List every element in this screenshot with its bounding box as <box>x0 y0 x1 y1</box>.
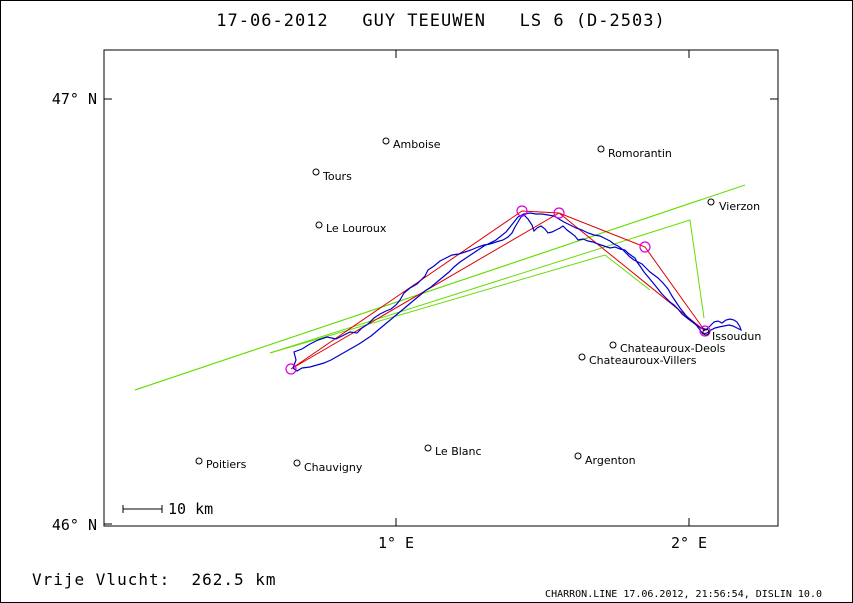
town-marker <box>574 452 582 460</box>
town-marker <box>578 353 586 361</box>
flight-distance-label: Vrije Vlucht: 262.5 km <box>32 570 277 589</box>
turnpoint-1 <box>516 205 528 217</box>
town-argenton: Argenton <box>574 452 636 467</box>
town-label: Le Blanc <box>435 445 482 458</box>
task-polyline <box>290 210 706 370</box>
town-romorantin: Romorantin <box>597 145 672 160</box>
town-chateauroux-villers: Chateauroux-Villers <box>578 353 697 367</box>
town-label: Poitiers <box>206 458 247 471</box>
lat-label-46: 46° N <box>52 516 97 534</box>
turnpoint-3 <box>639 241 651 253</box>
sector-line-start <box>269 219 705 354</box>
map-frame <box>103 49 779 527</box>
axis-ticks <box>104 50 778 526</box>
town-marker <box>382 137 390 145</box>
town-label: Le Louroux <box>326 222 387 235</box>
town-chateauroux-deols: Chateauroux-Deols <box>609 341 726 355</box>
lon-label-2: 2° E <box>671 534 707 552</box>
towns: Amboise Romorantin Tours Vierzon Le Lour… <box>195 137 761 474</box>
map-title: 17-06-2012 GUY TEEUWEN LS 6 (D-2503) <box>216 11 665 31</box>
turnpoint-2 <box>553 207 565 219</box>
town-label: Issoudun <box>712 330 761 343</box>
town-label: Romorantin <box>608 147 672 160</box>
town-chauvigny: Chauvigny <box>293 459 363 474</box>
town-amboise: Amboise <box>382 137 441 151</box>
town-label: Argenton <box>585 454 636 467</box>
town-label: Chateauroux-Deols <box>620 342 726 355</box>
town-issoudun: Issoudun <box>702 328 761 343</box>
scale-bar: 10 km <box>122 500 213 518</box>
town-marker <box>707 198 715 206</box>
turnpoint-finish <box>699 325 711 337</box>
town-label: Tours <box>322 170 352 183</box>
town-marker <box>609 341 617 349</box>
town-poitiers: Poitiers <box>195 457 247 471</box>
scale-bar-label: 10 km <box>168 500 213 518</box>
task-legs <box>290 210 706 370</box>
footer-info: CHARRON.LINE 17.06.2012, 21:56:54, DISLI… <box>545 589 822 600</box>
town-marker <box>424 444 432 452</box>
town-le-blanc: Le Blanc <box>424 444 482 458</box>
lon-label-1: 1° E <box>378 534 414 552</box>
turnpoint-start <box>285 363 297 375</box>
town-marker <box>702 328 710 336</box>
sector-line-finish <box>269 254 651 354</box>
track-line <box>292 212 743 372</box>
town-label: Chauvigny <box>304 461 363 474</box>
town-marker <box>312 168 320 176</box>
town-le-louroux: Le Louroux <box>315 221 387 235</box>
turnpoints <box>285 205 711 375</box>
town-vierzon: Vierzon <box>707 198 760 213</box>
lat-label-47: 47° N <box>52 90 97 108</box>
town-marker <box>293 459 301 467</box>
town-tours: Tours <box>312 168 352 183</box>
town-marker <box>315 221 323 229</box>
town-label: Amboise <box>393 138 441 151</box>
town-label: Chateauroux-Villers <box>589 354 697 367</box>
flight-track <box>292 212 743 372</box>
town-label: Vierzon <box>719 200 760 213</box>
town-marker <box>597 145 605 153</box>
town-marker <box>195 457 203 465</box>
